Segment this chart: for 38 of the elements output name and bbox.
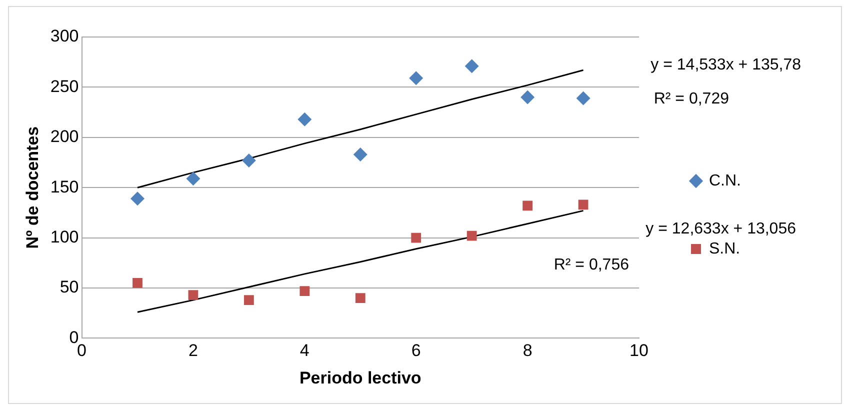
point [355, 293, 366, 303]
point [353, 147, 368, 162]
point [464, 59, 479, 74]
legend-label: S.N. [709, 240, 740, 258]
y-axis-title: Nº de docentes [22, 126, 42, 249]
point [411, 232, 422, 243]
point [130, 192, 144, 206]
text: R² = 0,729 [654, 90, 730, 108]
point [520, 90, 535, 104]
point [522, 200, 533, 211]
y-tick-label: 100 [50, 227, 79, 246]
point [300, 286, 310, 296]
x-tick-label: 6 [411, 341, 421, 360]
text: y = 14,533x + 135,78 [650, 56, 802, 74]
x-tick-label: 2 [188, 341, 198, 360]
point [188, 290, 198, 300]
x-tick-label: 4 [300, 341, 310, 360]
point [132, 278, 142, 288]
x-axis-title: Periodo lectivo [299, 368, 422, 388]
y-tick-label: 200 [50, 127, 79, 146]
legend-label: C.N. [709, 172, 741, 190]
y-tick-label: 250 [50, 76, 79, 96]
point [186, 172, 200, 186]
y-tick-label: 150 [50, 177, 79, 196]
point [576, 91, 590, 106]
y-tick-label: 0 [69, 328, 79, 347]
text: y = 12,633x + 13,056 [646, 220, 796, 238]
point [244, 295, 254, 305]
point [242, 153, 256, 168]
point [409, 71, 424, 86]
x-tick-label: 8 [522, 341, 532, 360]
x-tick-label: 10 [630, 341, 648, 360]
y-tick-label: 300 [50, 26, 79, 46]
annotation: R² = 0,756 [554, 256, 630, 274]
point [578, 200, 588, 210]
point [298, 112, 312, 126]
y-tick-label: 50 [60, 278, 79, 297]
point [466, 230, 477, 241]
